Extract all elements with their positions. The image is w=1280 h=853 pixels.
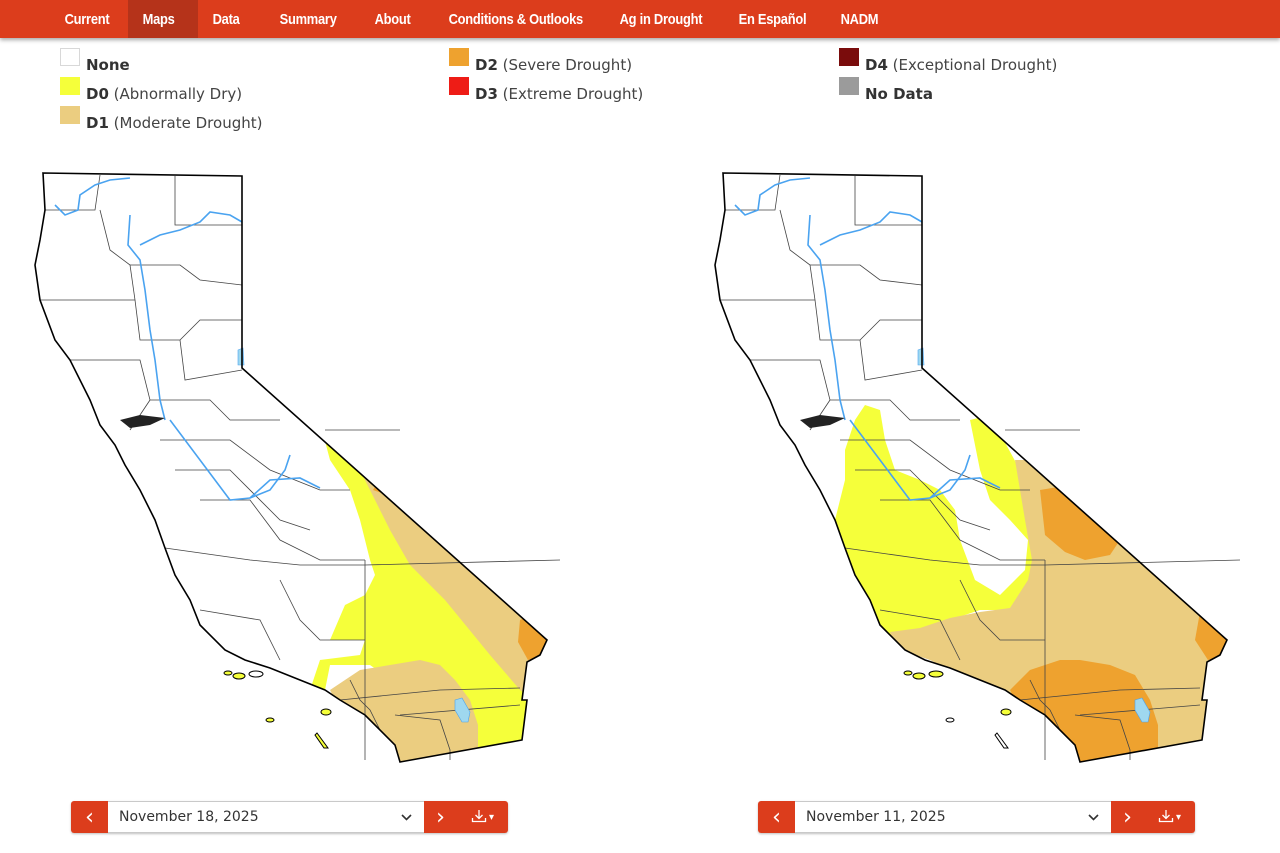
nav-maps[interactable]: Maps	[128, 0, 198, 38]
nav-ag-in-drought[interactable]: Ag in Drought	[605, 0, 724, 38]
nav-en-espanol[interactable]: En Español	[724, 0, 826, 38]
chevron-down-icon	[1088, 810, 1099, 824]
chevron-left-icon: ‹	[772, 804, 781, 830]
nav-about[interactable]: About	[360, 0, 434, 38]
swatch-d2	[449, 48, 469, 66]
nav-label: Maps	[142, 10, 175, 28]
date-control-left: ‹ November 18, 2025 › ▾	[71, 801, 508, 833]
legend-code: None	[86, 56, 130, 74]
legend-desc: (Abnormally Dry)	[113, 85, 243, 103]
d1-region	[890, 460, 1227, 762]
nav-label: Data	[212, 10, 240, 28]
drought-map-left[interactable]	[20, 160, 560, 780]
nav-summary[interactable]: Summary	[265, 0, 360, 38]
download-button[interactable]: ▾	[457, 801, 508, 833]
legend-code: D2	[475, 56, 498, 74]
california-drought-map	[714, 172, 1240, 763]
california-drought-map	[34, 172, 560, 763]
legend-no-data: No Data	[839, 77, 1057, 106]
legend-code: D1	[86, 114, 109, 132]
next-date-button[interactable]: ›	[1111, 801, 1144, 833]
nav-label: Summary	[279, 10, 337, 28]
chevron-down-icon	[401, 810, 412, 824]
previous-date-button[interactable]: ‹	[758, 801, 795, 833]
sf-bay	[120, 415, 165, 428]
nav-label: Conditions & Outlooks	[448, 10, 584, 28]
nav-label: En Español	[738, 10, 807, 28]
legend-desc: (Extreme Drought)	[502, 85, 644, 103]
rivers	[54, 177, 321, 501]
legend-desc: (Exceptional Drought)	[892, 56, 1058, 74]
legend-code: D3	[475, 85, 498, 103]
caret-down-icon: ▾	[1175, 811, 1182, 823]
selected-date: November 11, 2025	[806, 809, 946, 825]
swatch-d1	[60, 106, 80, 124]
download-icon	[1158, 808, 1174, 827]
previous-date-button[interactable]: ‹	[71, 801, 108, 833]
rivers	[734, 177, 1001, 501]
legend-d3: D3 (Extreme Drought)	[449, 77, 643, 106]
d2-region	[1040, 485, 1120, 560]
nav-data[interactable]: Data	[198, 0, 265, 38]
channel-islands	[223, 670, 332, 749]
nav-current[interactable]: Current	[50, 0, 128, 38]
date-select[interactable]: November 11, 2025	[795, 801, 1111, 833]
swatch-d0	[60, 77, 80, 95]
top-navigation: Current Maps Data Summary About Conditio…	[0, 0, 1280, 38]
d1-region	[350, 450, 547, 700]
legend-code: D0	[86, 85, 109, 103]
caret-down-icon: ▾	[488, 811, 495, 823]
salton-sea	[1134, 697, 1151, 723]
nav-label: Current	[64, 10, 110, 28]
d2-region	[518, 615, 547, 660]
salton-sea	[454, 697, 471, 723]
date-select[interactable]: November 18, 2025	[108, 801, 424, 833]
nav-conditions-outlooks[interactable]: Conditions & Outlooks	[434, 0, 605, 38]
date-control-right: ‹ November 11, 2025 › ▾	[758, 801, 1195, 833]
legend-code: D4	[865, 56, 888, 74]
swatch-none	[60, 48, 80, 66]
sf-bay	[800, 415, 845, 428]
download-icon	[471, 808, 487, 827]
legend-d2: D2 (Severe Drought)	[449, 48, 643, 77]
d2-region	[1195, 608, 1227, 660]
lake-tahoe	[917, 347, 925, 366]
drought-legend: None D0 (Abnormally Dry) D1 (Moderate Dr…	[0, 46, 1280, 146]
nav-nadm[interactable]: NADM	[826, 0, 896, 38]
swatch-d4	[839, 48, 859, 66]
drought-map-right[interactable]	[700, 160, 1240, 780]
legend-d0: D0 (Abnormally Dry)	[60, 77, 262, 106]
swatch-d3	[449, 77, 469, 95]
chevron-left-icon: ‹	[85, 804, 94, 830]
nav-label: Ag in Drought	[619, 10, 703, 28]
legend-d4: D4 (Exceptional Drought)	[839, 48, 1057, 77]
channel-islands	[903, 670, 1012, 749]
nav-label: NADM	[840, 10, 879, 28]
legend-none: None	[60, 48, 262, 77]
legend-desc: (Severe Drought)	[502, 56, 633, 74]
next-date-button[interactable]: ›	[424, 801, 457, 833]
selected-date: November 18, 2025	[119, 809, 259, 825]
swatch-no-data	[839, 77, 859, 95]
d0-region	[835, 405, 1040, 645]
legend-desc: (Moderate Drought)	[113, 114, 263, 132]
legend-code: No Data	[865, 85, 933, 103]
download-button[interactable]: ▾	[1144, 801, 1195, 833]
chevron-right-icon: ›	[1123, 804, 1132, 830]
lake-tahoe	[237, 347, 245, 366]
chevron-right-icon: ›	[436, 804, 445, 830]
legend-d1: D1 (Moderate Drought)	[60, 106, 262, 135]
nav-label: About	[374, 10, 411, 28]
